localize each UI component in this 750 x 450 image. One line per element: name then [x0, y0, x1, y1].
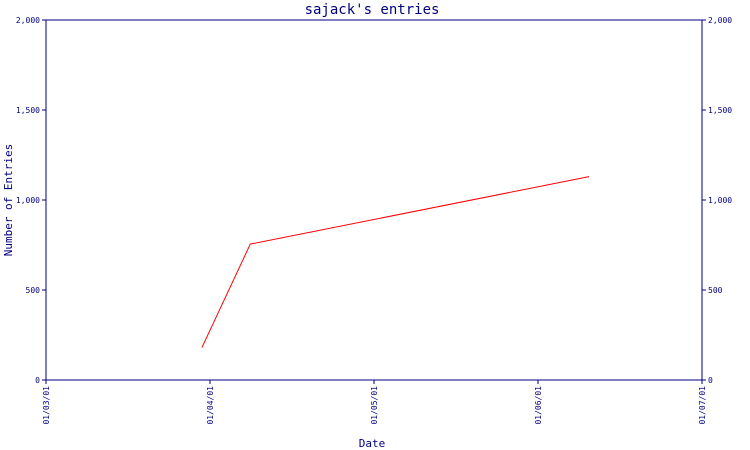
y-tick-label-right: 1,500: [708, 106, 732, 115]
y-tick-label-right: 0: [708, 376, 713, 385]
x-tick-label: 01/04/01: [206, 386, 215, 425]
y-axis-label: Number of Entries: [2, 144, 15, 257]
x-tick-label: 01/05/01: [370, 386, 379, 425]
y-tick-label-left: 0: [35, 376, 40, 385]
x-tick-label: 01/03/01: [42, 386, 51, 425]
x-tick-label: 01/07/01: [698, 386, 707, 425]
y-tick-label-right: 2,000: [708, 16, 732, 25]
y-tick-label-left: 1,500: [16, 106, 40, 115]
y-tick-label-right: 500: [708, 286, 723, 295]
axis-ticks: 0 0 500 500 1,000 1,000 1,500 1,500 2,000 2,000 01…: [16, 16, 732, 425]
series-line-0: [201, 176, 590, 348]
x-axis-label: Date: [359, 437, 386, 450]
y-tick-label-left: 500: [26, 286, 41, 295]
chart-title: sajack's entries: [305, 2, 440, 18]
y-tick-label-right: 1,000: [708, 196, 732, 205]
x-tick-label: 01/06/01: [534, 386, 543, 425]
y-tick-label-left: 1,000: [16, 196, 40, 205]
plot-area: [45, 19, 703, 381]
y-tick-label-left: 2,000: [16, 16, 40, 25]
series-group: [201, 176, 590, 348]
